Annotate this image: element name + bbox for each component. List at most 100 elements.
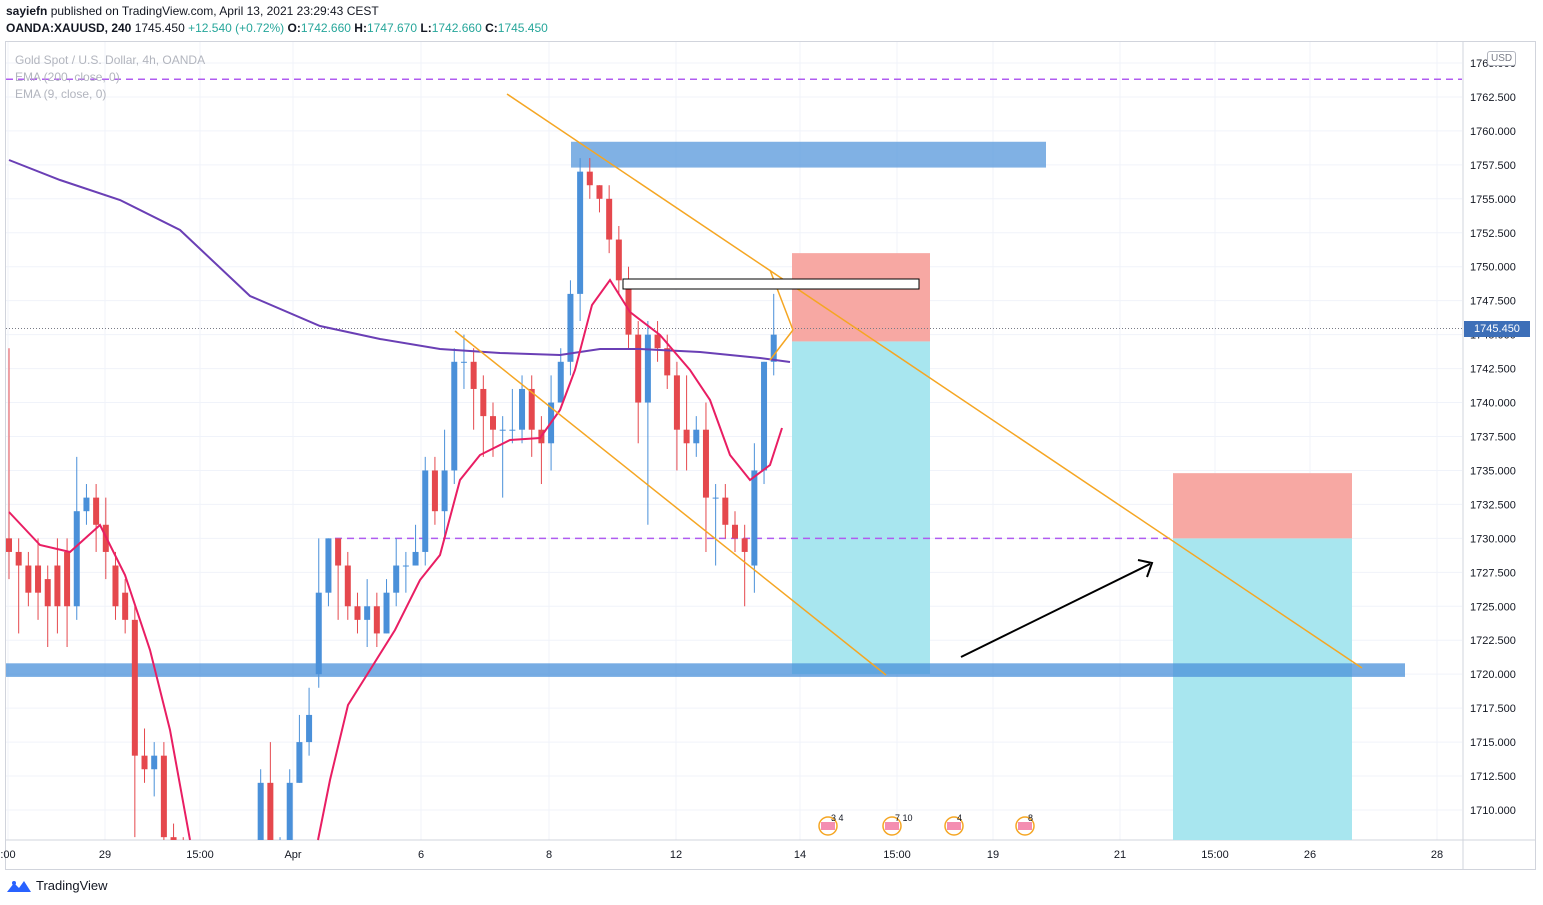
price-tick-label: 1727.500 [1470, 567, 1516, 579]
candle-body [422, 470, 429, 552]
candle-body [325, 538, 332, 593]
candle-body [383, 592, 390, 634]
candle-body [615, 239, 622, 281]
candle-body [364, 606, 371, 620]
event-count-label: 4 [957, 813, 962, 823]
candle-body [654, 334, 661, 349]
publisher-name[interactable]: sayiefn [6, 4, 48, 18]
price-tick-label: 1747.500 [1470, 296, 1516, 308]
time-tick-label: 19 [987, 849, 999, 861]
candle-body [344, 565, 351, 607]
us-flag-icon [885, 822, 899, 830]
candle-body [586, 171, 593, 186]
currency-badge[interactable]: USD [1487, 51, 1517, 66]
event-count-label: 8 [1028, 813, 1033, 823]
candle-body [64, 551, 71, 607]
price-tick-label: 1760.000 [1470, 126, 1516, 138]
price-tick-label: 1720.000 [1470, 669, 1516, 681]
candle-body [664, 348, 671, 376]
price-tick-label: 1715.000 [1470, 737, 1516, 749]
candle-body [499, 429, 506, 431]
close-label: C: [485, 21, 498, 35]
candle-body [470, 361, 477, 389]
publish-info: sayiefn published on TradingView.com, Ap… [6, 4, 379, 18]
candle-body [257, 782, 264, 840]
event-count-label: 3 4 [831, 813, 844, 823]
ema9-line [317, 278, 783, 841]
time-tick-label: 15:00 [883, 849, 911, 861]
candle-body [732, 524, 738, 539]
chart-title-legend[interactable]: Gold Spot / U.S. Dollar, 4h, OANDA [15, 53, 206, 67]
candle-body [393, 565, 400, 593]
candle-body [606, 198, 613, 240]
trendline-wedge-lower [769, 329, 794, 361]
price-tick-label: 1762.500 [1470, 92, 1516, 104]
candle-body [160, 755, 167, 838]
price-tick-label: 1725.000 [1470, 601, 1516, 613]
candle-body [296, 742, 303, 783]
price-tick-label: 1737.500 [1470, 431, 1516, 443]
candle-body [702, 429, 709, 498]
event-count-label: 7 10 [895, 813, 913, 823]
candle-body [373, 606, 380, 634]
time-tick-label: 15:00 [186, 849, 214, 861]
symbol-label[interactable]: OANDA:XAUUSD, 240 [6, 21, 132, 35]
brand-label: TradingView [36, 878, 108, 893]
candle-body [44, 579, 51, 607]
candle-body [460, 361, 467, 363]
time-tick-label: 28 [1431, 849, 1443, 861]
ema200-line [8, 159, 791, 363]
candle-body [151, 755, 158, 770]
open-value: 1742.660 [300, 21, 351, 35]
candle-body [712, 497, 719, 499]
candle-body [693, 429, 700, 444]
price-tick-label: 1755.000 [1470, 194, 1516, 206]
candle-body [625, 280, 632, 335]
candle-body [509, 429, 516, 431]
time-tick-label: 6 [418, 849, 424, 861]
candle-body [412, 551, 419, 566]
trade2-target-zone [1173, 538, 1352, 840]
candle-body [770, 334, 777, 362]
price-change: +12.540 (+0.72%) [188, 21, 285, 35]
price-tick-label: 1730.000 [1470, 533, 1516, 545]
tradingview-brand[interactable]: TradingView [6, 878, 108, 893]
trade2-stop-zone [1173, 473, 1352, 539]
price-tick-label: 1735.000 [1470, 465, 1516, 477]
candle-body [577, 171, 584, 294]
trendline-channel-lower [454, 330, 887, 676]
ema200-legend[interactable]: EMA (200, close, 0) [15, 70, 120, 84]
candle-body [25, 565, 32, 593]
time-tick-label: :00 [0, 849, 15, 861]
candle-body [402, 565, 409, 567]
candle-body [170, 837, 177, 840]
candle-body [644, 334, 651, 403]
ema9-legend[interactable]: EMA (9, close, 0) [15, 87, 107, 101]
candle-body [519, 388, 526, 430]
time-tick-label: 29 [99, 849, 111, 861]
low-value: 1742.660 [431, 21, 482, 35]
candle-body [6, 538, 12, 552]
us-flag-icon [1018, 822, 1032, 830]
candle-body [596, 185, 603, 199]
time-tick-label: 14 [794, 849, 806, 861]
candle-body [528, 388, 535, 430]
price-tick-label: 1752.500 [1470, 228, 1516, 240]
trade1-target-zone [792, 341, 930, 675]
candle-body [54, 565, 61, 607]
chart-frame[interactable] [5, 41, 1536, 870]
candle-body [761, 361, 768, 471]
published-text: published on TradingView.com, April 13, … [50, 4, 379, 18]
current-price-label: 1745.450 [1464, 321, 1530, 337]
high-label: H: [354, 21, 367, 35]
candle-body [267, 782, 274, 840]
candle-body [451, 361, 458, 471]
price-tick-label: 1722.500 [1470, 635, 1516, 647]
candle-body [567, 293, 574, 362]
high-value: 1747.670 [366, 21, 418, 35]
last-price: 1745.450 [134, 21, 185, 35]
time-tick-label: 21 [1114, 849, 1126, 861]
low-label: L: [420, 21, 432, 35]
candle-body [722, 497, 729, 525]
